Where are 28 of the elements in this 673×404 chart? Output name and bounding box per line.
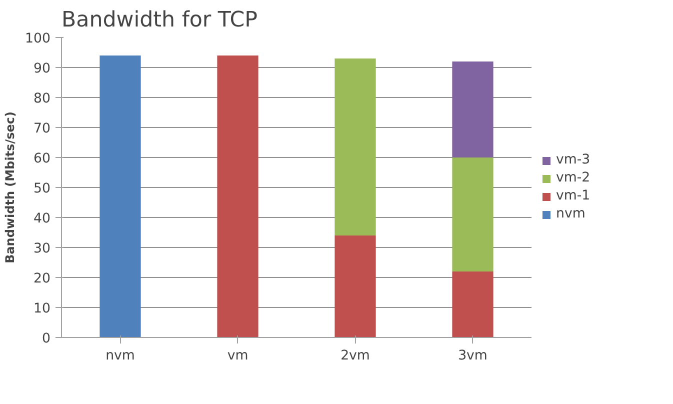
y-tick-label: 70 [34, 122, 51, 136]
y-tick-label: 50 [34, 182, 51, 196]
bar [334, 236, 376, 338]
y-tick-label: 100 [25, 32, 51, 46]
bar [452, 62, 494, 158]
chart-title: Bandwidth for TCP [62, 8, 258, 32]
y-axis-title: Bandwidth (Mbits/sec) [3, 112, 18, 264]
y-tick-label: 90 [34, 62, 51, 76]
y-tick-label: 60 [34, 152, 51, 166]
y-tick-label: 30 [34, 242, 51, 256]
y-tick-label: 40 [34, 212, 51, 226]
y-tick-label: 10 [34, 302, 51, 316]
x-tick-label: 2vm [340, 348, 370, 364]
x-tick-label: vm [227, 348, 248, 364]
bar [452, 158, 494, 272]
legend-label: vm-2 [556, 170, 590, 186]
x-tick-label: 3vm [458, 348, 488, 364]
bar [452, 272, 494, 338]
legend-label: vm-1 [556, 188, 590, 204]
bar [100, 56, 141, 338]
bar [334, 58, 376, 236]
legend-label: vm-3 [556, 152, 590, 168]
x-tick-label: nvm [106, 348, 135, 364]
bar [217, 56, 258, 338]
y-tick-label: 20 [34, 272, 51, 286]
legend-label: nvm [556, 206, 586, 222]
y-tick-label: 80 [34, 92, 51, 106]
y-tick-label: 0 [42, 332, 51, 346]
